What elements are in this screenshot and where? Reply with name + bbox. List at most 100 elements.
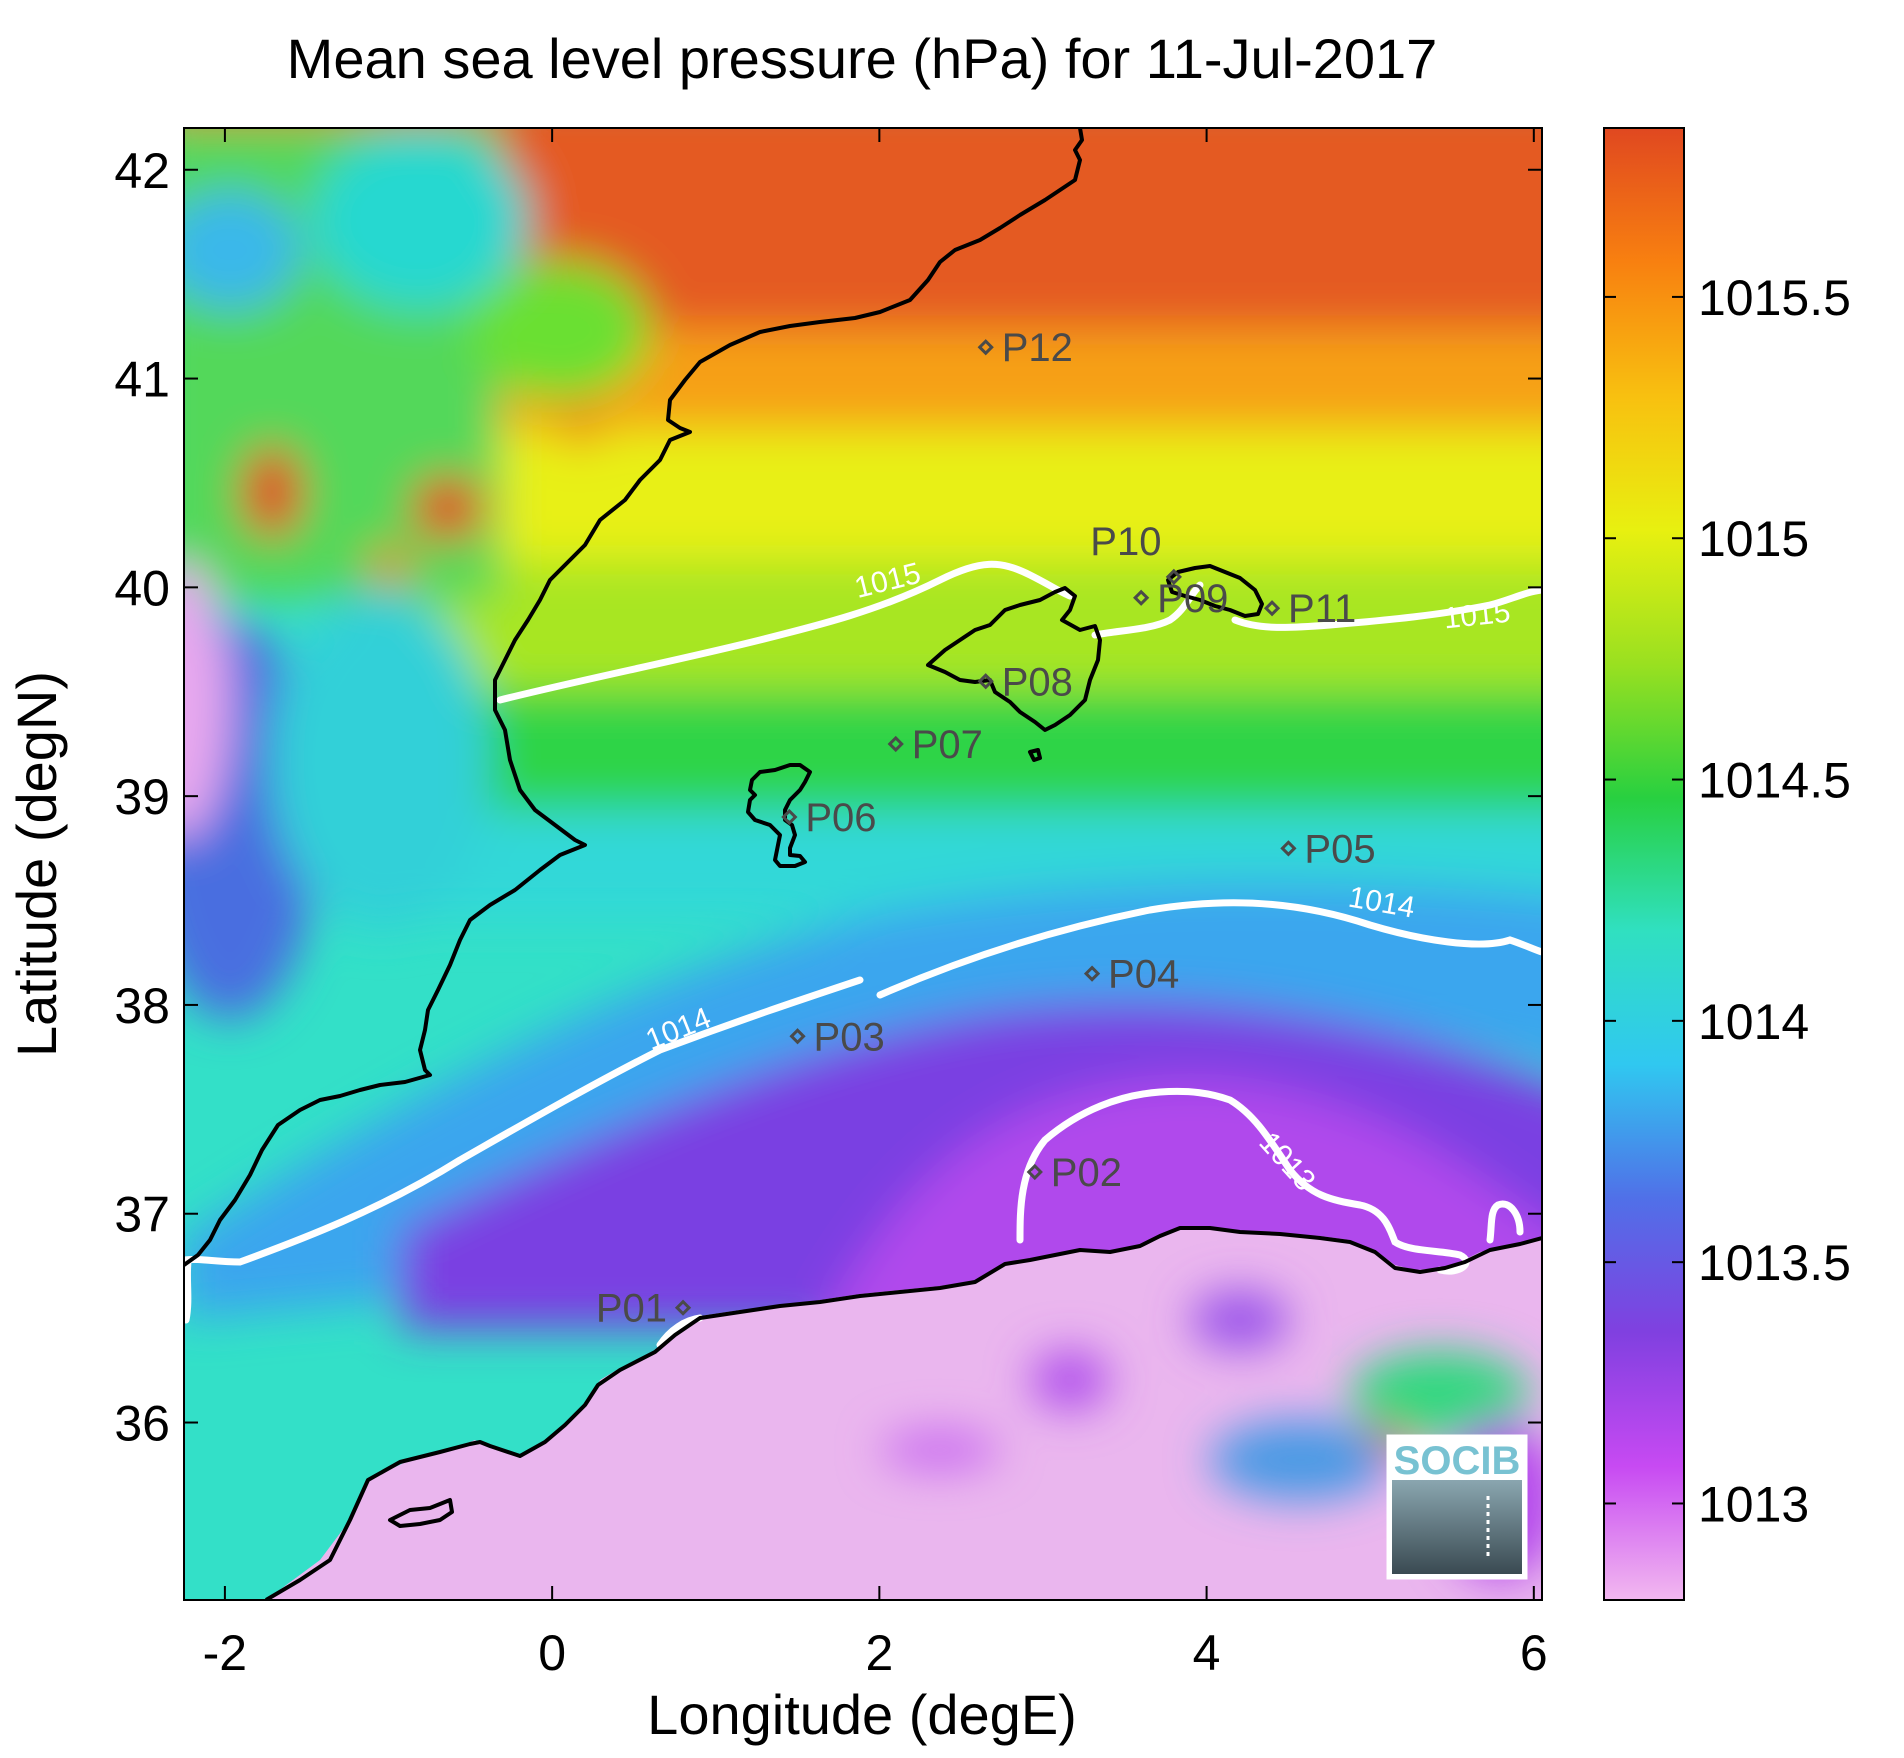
station-label: P08 (1002, 660, 1073, 704)
field-nw-green-blob (470, 260, 650, 400)
station-label: P02 (1051, 1151, 1122, 1195)
colorbar-tick-label: 1013 (1698, 1476, 1809, 1532)
chart-title: Mean sea level pressure (hPa) for 11-Jul… (287, 27, 1438, 90)
contour-1013 (1016, 1087, 1470, 1275)
station-p03[interactable]: P03 (789, 1015, 885, 1059)
station-label: P12 (1002, 326, 1073, 370)
stations-layer: P01 P02 P03 P04 P05 P06 P07 P08 P09 P10 P11 P12 (596, 326, 1376, 1330)
contour-1014-edge (184, 1258, 192, 1324)
station-marker (789, 1028, 806, 1045)
station-marker (887, 735, 904, 753)
y-tick-label: 36 (114, 1396, 170, 1452)
contour-lines (184, 560, 1542, 1349)
station-p09[interactable]: P09 (1133, 577, 1228, 621)
field-hotspot-1 (242, 446, 302, 538)
station-label: P07 (912, 723, 983, 767)
contour-1015-west (496, 560, 1074, 704)
y-tick-label: 38 (114, 978, 170, 1034)
station-label: P10 (1090, 520, 1161, 564)
iberian-coastline (184, 128, 1084, 1267)
colorbar-tick-label: 1015 (1698, 511, 1809, 567)
menorca-coastline (1166, 564, 1264, 618)
station-p02[interactable]: P02 (1026, 1151, 1122, 1195)
coastlines (184, 128, 1542, 1600)
colorbar: 1013 1013.5 1014 1014.5 1015 1015.5 (1603, 127, 1851, 1601)
contour-1015-mallorca (1091, 581, 1204, 639)
x-axis-ticks: -2 0 2 4 6 (203, 128, 1548, 1681)
africa-blue-blob (1210, 1420, 1390, 1500)
x-tick-label: 4 (1193, 1625, 1221, 1681)
station-p07[interactable]: P07 (887, 723, 983, 767)
station-p05[interactable]: P05 (1280, 827, 1376, 871)
y-axis-label: Latitude (degN) (5, 671, 68, 1057)
colorbar-tick-label: 1015.5 (1698, 270, 1851, 326)
field-hotspot-3 (368, 548, 412, 584)
colorbar-ticks: 1013 1013.5 1014 1014.5 1015 1015.5 (1604, 270, 1851, 1532)
y-tick-label: 40 (114, 560, 170, 616)
station-label: P03 (814, 1015, 885, 1059)
contour-1014-north (876, 899, 1542, 999)
contour-label: 1015 (1442, 596, 1512, 636)
colorbar-gradient (1603, 127, 1685, 1601)
x-tick-label: 0 (538, 1625, 566, 1681)
station-label: P04 (1108, 953, 1179, 997)
station-label: P05 (1304, 827, 1375, 871)
y-tick-label: 41 (114, 352, 170, 408)
africa-coastline (264, 1226, 1542, 1600)
africa-violet-blob-2 (880, 1430, 1000, 1470)
station-p11[interactable]: P11 (1263, 587, 1356, 631)
x-tick-label: 6 (1520, 1625, 1548, 1681)
station-label: P11 (1288, 587, 1356, 631)
field-w-pink-blob (184, 560, 230, 840)
socib-logo: SOCIB (1386, 1434, 1528, 1580)
x-tick-label: -2 (203, 1625, 247, 1681)
x-tick-label: 2 (865, 1625, 893, 1681)
field-hotspot-2 (412, 476, 484, 540)
field-nw-blue-blob (184, 190, 300, 310)
station-marker (1280, 840, 1297, 857)
field-hotspot-4 (556, 405, 604, 445)
station-p12[interactable]: P12 (977, 326, 1073, 370)
socib-logo-text: SOCIB (1394, 1439, 1521, 1483)
africa-purple-blob-2 (1030, 1350, 1110, 1410)
africa-green-blob (1350, 1350, 1530, 1440)
map-plot-area (183, 127, 1543, 1601)
mallorca-coastline (926, 586, 1102, 732)
station-label: P06 (805, 796, 876, 840)
contour-1015-east (1231, 586, 1542, 631)
field-nw-cyan-blob (310, 130, 530, 310)
colorbar-tick-label: 1013.5 (1698, 1235, 1851, 1291)
y-tick-label: 37 (114, 1187, 170, 1243)
field-band-yellow (440, 430, 1542, 580)
contour-1013-se (1486, 1200, 1524, 1244)
station-label: P09 (1157, 577, 1228, 621)
y-axis-ticks: 36 37 38 39 40 41 42 (114, 143, 1542, 1452)
station-marker (1083, 965, 1101, 982)
station-p10[interactable]: P10 (1090, 520, 1182, 586)
field-band-green (360, 690, 1542, 820)
station-marker (1026, 1163, 1043, 1181)
ibiza-coastline (746, 763, 812, 868)
station-p01[interactable]: P01 (596, 1287, 692, 1331)
field-w-cyan-blob (270, 590, 490, 930)
station-marker (1165, 568, 1182, 586)
socib-logo-image (1392, 1480, 1522, 1574)
station-marker (781, 808, 798, 826)
station-marker (977, 673, 994, 690)
y-tick-label: 42 (114, 143, 170, 199)
station-p04[interactable]: P04 (1083, 953, 1179, 997)
station-marker (977, 339, 994, 356)
x-axis-label: Longitude (degE) (647, 1683, 1077, 1746)
colorbar-tick-label: 1014.5 (1698, 753, 1851, 809)
alboran-coastline (388, 1498, 454, 1528)
colorbar-tick-label: 1014 (1698, 994, 1809, 1050)
station-p08[interactable]: P08 (977, 660, 1073, 704)
station-label: P01 (596, 1287, 667, 1331)
contour-1014-south (184, 976, 864, 1266)
station-marker (674, 1299, 692, 1316)
africa-purple-blob-1 (1190, 1290, 1290, 1350)
station-p06[interactable]: P06 (781, 796, 877, 840)
cabrera-coastline (1028, 748, 1042, 762)
y-tick-label: 39 (114, 769, 170, 825)
